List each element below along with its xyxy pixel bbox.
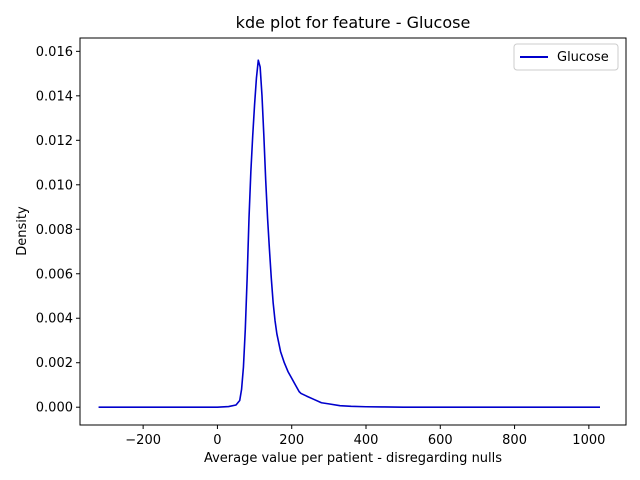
chart-title: kde plot for feature - Glucose bbox=[236, 13, 471, 32]
y-axis-ticks: 0.000 0.002 0.004 0.006 0.008 0.010 0.012 0.014… bbox=[36, 45, 80, 416]
legend-box bbox=[513, 43, 619, 71]
x-tick-label: −200 bbox=[125, 433, 161, 448]
x-axis-label: Average value per patient - disregarding… bbox=[204, 451, 502, 466]
y-tick-label: 0.004 bbox=[36, 312, 73, 327]
x-tick-label: 800 bbox=[502, 433, 527, 448]
y-tick-label: 0.002 bbox=[36, 356, 73, 371]
series-layer bbox=[98, 59, 600, 409]
plot-area: −200 0 200 400 600 800 1000 0.0000.0020.0040.0… bbox=[36, 37, 627, 448]
x-axis-ticks: −200 0 200 400 600 800 1000 bbox=[125, 425, 605, 448]
x-tick-label: 0 bbox=[213, 433, 221, 448]
plot-frame bbox=[79, 37, 627, 426]
legend: Glucose bbox=[513, 43, 619, 71]
x-tick-label: 200 bbox=[279, 433, 304, 448]
legend-label-glucose: Glucose bbox=[557, 50, 609, 65]
series-line-glucose bbox=[98, 59, 600, 409]
x-tick-label: 400 bbox=[354, 433, 379, 448]
y-tick-label: 0.008 bbox=[36, 223, 73, 238]
y-tick-label: 0.006 bbox=[36, 267, 73, 282]
x-tick-label: 1000 bbox=[572, 433, 605, 448]
x-tick-label: 600 bbox=[428, 433, 453, 448]
y-tick-label: 0.014 bbox=[36, 89, 73, 104]
y-tick-label: 0.012 bbox=[36, 134, 73, 149]
y-axis-label: Density bbox=[15, 206, 30, 256]
y-tick-label: 0.010 bbox=[36, 178, 73, 193]
y-tick-label: 0.016 bbox=[36, 45, 73, 60]
y-tick-label: 0.000 bbox=[36, 401, 73, 416]
